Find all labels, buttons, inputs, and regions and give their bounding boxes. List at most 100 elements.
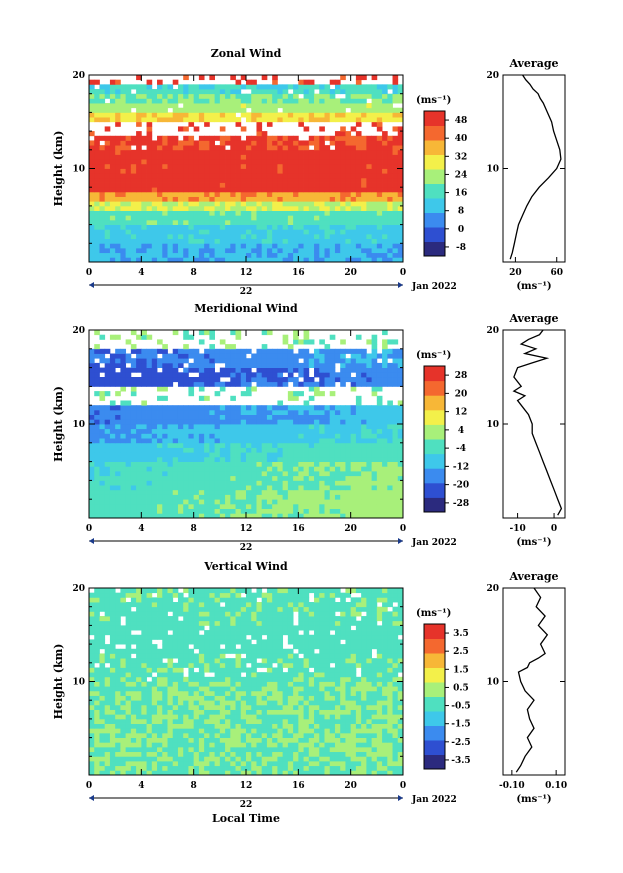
heatmap-cell [314, 168, 320, 174]
heatmap-cell [287, 348, 294, 354]
heatmap-cell [167, 499, 174, 505]
heatmap-cell [193, 461, 200, 467]
heatmap-cell [272, 117, 278, 123]
profile-y-tick-label: 10 [486, 420, 499, 430]
heatmap-cell [130, 112, 137, 118]
heatmap-cell [99, 414, 106, 420]
heatmap-cell [361, 742, 367, 748]
heatmap-cell [183, 75, 189, 81]
heatmap-cell [298, 187, 304, 193]
heatmap-cell [298, 201, 304, 207]
heatmap-cell [382, 494, 388, 500]
heatmap-cell [136, 461, 142, 467]
heatmap-cell [230, 177, 236, 183]
heatmap-cell [287, 362, 294, 368]
heatmap-cell [340, 238, 346, 244]
heatmap-cell [272, 224, 278, 230]
heatmap-cell [162, 243, 168, 249]
heatmap-cell [94, 348, 100, 354]
heatmap-cell [157, 79, 163, 85]
heatmap-cell [277, 210, 284, 216]
heatmap-cell [167, 243, 174, 249]
heatmap-cell [225, 751, 231, 757]
heatmap-cell [382, 229, 388, 235]
heatmap-cell [240, 191, 247, 197]
heatmap-cell [151, 503, 158, 509]
heatmap-cell [183, 252, 189, 258]
heatmap-cell [125, 205, 132, 211]
heatmap-cell [167, 135, 174, 141]
heatmap-cell [298, 353, 304, 359]
heatmap-cell [162, 103, 168, 109]
heatmap-cell [235, 503, 242, 509]
heatmap-cell [157, 499, 163, 505]
heatmap-cell [99, 409, 106, 415]
heatmap-cell [125, 372, 132, 378]
heatmap-cell [94, 93, 100, 99]
heatmap-cell [314, 229, 320, 235]
heatmap-cell [172, 154, 179, 160]
heatmap-cell [387, 201, 393, 207]
heatmap-cell [209, 732, 215, 738]
heatmap-cell [214, 210, 221, 216]
heatmap-cell [104, 723, 111, 729]
heatmap-cell [319, 447, 325, 453]
heatmap-cell [314, 353, 320, 359]
heatmap-cell [130, 471, 137, 477]
heatmap-cell [193, 353, 200, 359]
heatmap-cell [94, 475, 100, 481]
heatmap-cell [387, 508, 393, 514]
heatmap-cell [298, 348, 304, 354]
heatmap-cell [282, 196, 289, 202]
heatmap-cell [371, 723, 378, 729]
heatmap-cell [266, 494, 273, 500]
heatmap-cell [329, 79, 336, 85]
heatmap-cell [130, 224, 137, 230]
heatmap-cell [172, 163, 179, 169]
heatmap-cell [125, 89, 132, 95]
heatmap-cell [324, 233, 331, 240]
heatmap-cell [361, 247, 367, 254]
heatmap-cell [109, 485, 116, 491]
heatmap-cell [376, 243, 383, 249]
heatmap-cell [130, 103, 137, 109]
heatmap-cell [183, 367, 189, 373]
heatmap-cell [376, 107, 383, 113]
heatmap-cell [230, 117, 236, 123]
heatmap-cell [277, 84, 284, 90]
heatmap-cell [314, 93, 320, 99]
heatmap-cell [104, 442, 111, 448]
heatmap-cell [219, 126, 226, 132]
heatmap-cell [198, 224, 205, 230]
heatmap-cell [293, 409, 299, 415]
heatmap-cell [214, 135, 221, 141]
heatmap-cell [120, 238, 127, 244]
heatmap-cell [157, 489, 163, 495]
heatmap-cell [94, 503, 100, 509]
heatmap-cell [293, 149, 299, 155]
heatmap-cell [251, 428, 257, 434]
heatmap-cell [235, 751, 242, 757]
heatmap-cell [125, 728, 132, 734]
heatmap-cell [151, 442, 158, 448]
heatmap-cell [387, 760, 393, 767]
heatmap-cell [251, 182, 257, 188]
heatmap-cell [350, 428, 357, 434]
heatmap-cell [251, 238, 257, 244]
heatmap-cell [172, 499, 179, 505]
heatmap-cell [266, 728, 273, 734]
heatmap-cell [209, 229, 215, 235]
heatmap-cell [89, 257, 95, 263]
heatmap-cell [167, 471, 174, 477]
heatmap-cell [125, 210, 132, 216]
heatmap-cell [324, 372, 331, 378]
heatmap-cell [225, 252, 231, 258]
heatmap-cell [376, 362, 383, 368]
heatmap-cell [350, 163, 357, 169]
heatmap-cell [235, 381, 242, 387]
heatmap-cell [329, 499, 336, 505]
heatmap-cell [366, 381, 372, 387]
heatmap-cell [157, 215, 163, 221]
heatmap-cell [293, 243, 299, 249]
heatmap-cell [136, 494, 142, 500]
